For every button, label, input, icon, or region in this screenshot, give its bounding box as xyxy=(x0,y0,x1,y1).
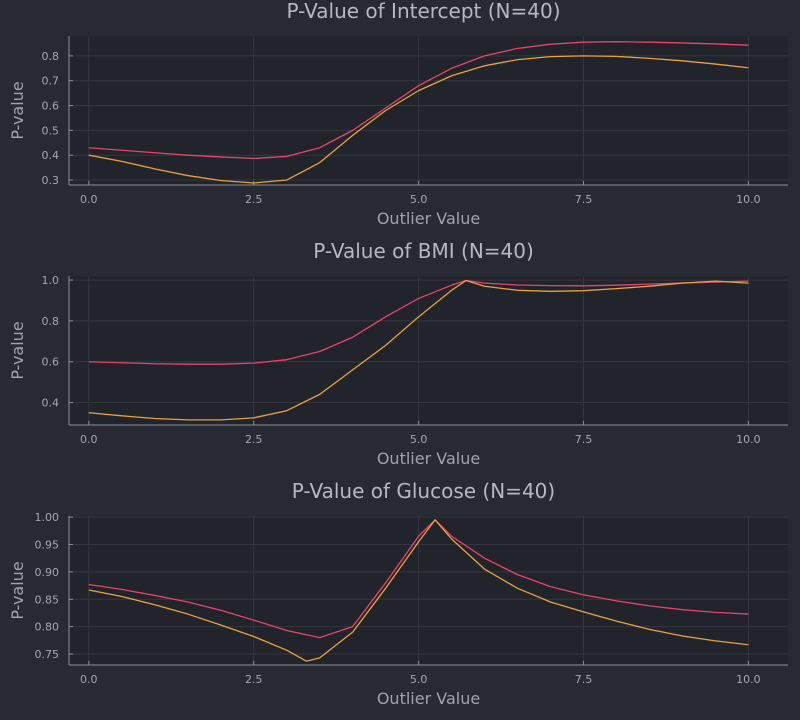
y-tick-label: 0.8 xyxy=(42,50,60,63)
x-tick-label: 7.5 xyxy=(575,433,593,446)
chart-title: P-Value of BMI (N=40) xyxy=(313,239,534,263)
x-tick-label: 5.0 xyxy=(410,673,428,686)
y-axis-label: P-value xyxy=(8,561,27,619)
y-axis-label: P-value xyxy=(8,81,27,139)
plot-area xyxy=(69,36,788,185)
x-tick-label: 2.5 xyxy=(245,433,263,446)
x-tick-label: 0.0 xyxy=(80,673,98,686)
x-tick-label: 0.0 xyxy=(80,193,98,206)
y-tick-label: 0.5 xyxy=(42,124,60,137)
y-tick-label: 0.75 xyxy=(35,648,60,661)
x-tick-label: 10.0 xyxy=(736,433,761,446)
series-line-1 xyxy=(88,519,749,639)
x-tick-label: 7.5 xyxy=(575,673,593,686)
x-tick-label: 0.0 xyxy=(80,433,98,446)
x-axis-label: Outlier Value xyxy=(377,209,480,228)
x-tick-label: 5.0 xyxy=(410,193,428,206)
y-tick-label: 0.4 xyxy=(42,149,60,162)
x-tick-label: 2.5 xyxy=(245,193,263,206)
x-tick-label: 10.0 xyxy=(736,193,761,206)
x-tick-label: 2.5 xyxy=(245,673,263,686)
y-axis-label: P-value xyxy=(8,321,27,379)
x-tick-label: 7.5 xyxy=(575,193,593,206)
x-tick-label: 10.0 xyxy=(736,673,761,686)
y-tick-label: 0.85 xyxy=(35,593,60,606)
y-tick-label: 0.80 xyxy=(35,621,60,634)
y-tick-label: 1.0 xyxy=(42,274,60,287)
plot-area xyxy=(69,276,788,425)
series-line-1 xyxy=(88,279,749,365)
x-axis-label: Outlier Value xyxy=(377,689,480,708)
y-tick-label: 0.3 xyxy=(42,174,60,187)
y-tick-label: 0.6 xyxy=(42,100,60,113)
chart-panel-intercept: 0.0 2.5 5.0 7.5 10.0 0.3 0.4 0.5 0.6 0.7 0.8 P-Valu… xyxy=(8,0,788,228)
chart-title: P-Value of Glucose (N=40) xyxy=(292,479,555,503)
series-line-2 xyxy=(88,55,749,184)
series-line-2 xyxy=(88,279,749,421)
y-tick-label: 0.90 xyxy=(35,566,60,579)
y-tick-label: 1.00 xyxy=(35,511,60,524)
series-line-2 xyxy=(88,519,749,662)
y-tick-label: 0.95 xyxy=(35,538,60,551)
chart-panel-glucose: 0.0 2.5 5.0 7.5 10.0 0.75 0.80 0.85 0.90 0.95 1.00… xyxy=(8,479,788,708)
series-line-1 xyxy=(88,41,749,160)
plot-area xyxy=(69,516,788,665)
y-tick-label: 0.6 xyxy=(42,356,60,369)
x-axis-label: Outlier Value xyxy=(377,449,480,468)
y-tick-label: 0.4 xyxy=(42,397,60,410)
y-tick-label: 0.7 xyxy=(42,75,60,88)
y-tick-label: 0.8 xyxy=(42,315,60,328)
chart-title: P-Value of Intercept (N=40) xyxy=(286,0,560,23)
chart-panel-bmi: 0.0 2.5 5.0 7.5 10.0 0.4 0.6 0.8 1.0 P-Value of B… xyxy=(8,239,788,468)
x-tick-label: 5.0 xyxy=(410,433,428,446)
